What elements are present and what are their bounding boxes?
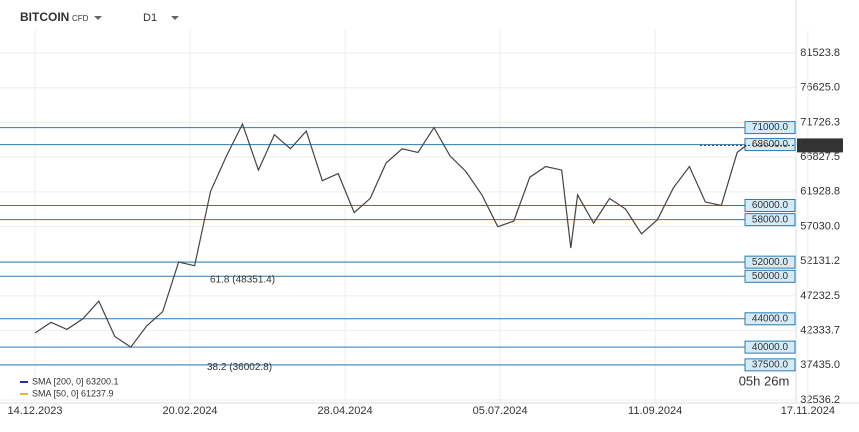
legend-label: SMA [50, 0] 61237.9 [32, 388, 114, 398]
y-tick-label: 32536.2 [800, 394, 840, 406]
level-label: 58000.0 [752, 214, 789, 225]
level-label-box [744, 121, 796, 135]
y-tick-label: 52131.2 [800, 255, 840, 267]
y-tick-label: 66827.5 [800, 151, 840, 163]
current-price-label: 68483.0 [800, 139, 840, 151]
level-label-box [744, 312, 796, 326]
y-tick-label: 71726.3 [800, 116, 840, 128]
series-line [34, 122, 747, 348]
level-label-box [744, 255, 796, 269]
x-tick-label: 11.09.2024 [628, 405, 682, 417]
symbol: BITCOIN [20, 10, 69, 24]
y-tick-label: 81523.8 [800, 47, 840, 59]
x-tick-label: 14.12.2023 [7, 405, 62, 417]
y-tick-label: 76625.0 [800, 82, 840, 94]
level-label-box [744, 198, 796, 212]
annotation: 61.8 (48351.4) [210, 275, 275, 286]
level-label-box [744, 269, 796, 283]
dropdown[interactable] [94, 16, 102, 20]
level-label-box [744, 213, 796, 227]
level-label: 71000.0 [752, 122, 789, 133]
level-label: 37500.0 [752, 359, 789, 370]
level-label-box [744, 138, 796, 152]
level-label: 52000.0 [752, 257, 789, 268]
level-label: 68600.0 [752, 139, 789, 150]
level-label-box [744, 358, 796, 372]
timer: 05h 26m [739, 373, 790, 388]
y-tick-label: 37435.0 [800, 359, 840, 371]
interval[interactable]: D1 [143, 12, 157, 24]
x-tick-label: 28.04.2024 [318, 405, 373, 417]
x-tick-label: 20.02.2024 [163, 405, 218, 417]
x-tick-label: 05.07.2024 [473, 405, 528, 417]
level-label: 60000.0 [752, 200, 789, 211]
dropdown[interactable] [171, 16, 179, 20]
y-tick-label: 57030.0 [800, 220, 840, 232]
current-price-box [797, 138, 843, 153]
x-tick-label: 17.11.2024 [781, 405, 835, 417]
y-tick-label: 42333.7 [800, 325, 840, 337]
kind: CFD [72, 14, 89, 23]
y-tick-label: 47232.5 [800, 290, 840, 302]
legend-label: SMA [200, 0] 63200.1 [32, 376, 119, 386]
level-label-box [744, 340, 796, 354]
y-tick-label: 61928.8 [800, 186, 840, 198]
plot [34, 122, 747, 348]
level-label: 40000.0 [752, 342, 789, 353]
level-label: 44000.0 [752, 313, 789, 324]
annotation: 38.2 (36002.8) [207, 362, 272, 373]
level-label: 50000.0 [752, 271, 789, 282]
